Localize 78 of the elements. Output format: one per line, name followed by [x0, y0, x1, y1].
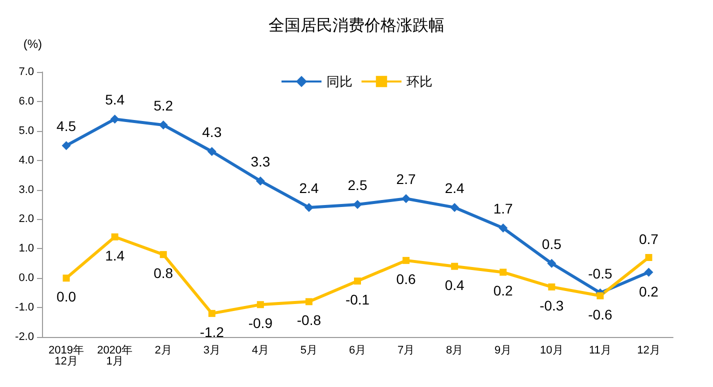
point [402, 256, 410, 264]
y-tick-label: 4.0 [18, 154, 34, 166]
data-label: -0.8 [296, 312, 322, 328]
data-label: -0.6 [588, 306, 612, 322]
data-label: 0.8 [154, 265, 174, 282]
y-tick-label: 7.0 [18, 66, 34, 78]
legend-label: 同比 [326, 74, 352, 89]
data-label: 2.5 [348, 177, 368, 193]
x-tick-label: 2019年 12月 [48, 344, 84, 368]
y-tick-label: 6.0 [18, 95, 34, 108]
data-label: 2.7 [396, 171, 416, 188]
data-label: 4.5 [56, 118, 76, 134]
data-label: 3.3 [250, 153, 270, 170]
x-tick-label: 9月 [494, 344, 512, 356]
point [402, 194, 411, 204]
y-tick-label: 3.0 [18, 184, 34, 196]
data-label: 0.0 [56, 288, 76, 305]
data-label: 5.2 [154, 98, 174, 114]
point [450, 202, 460, 212]
y-tick-label: 0.0 [18, 272, 34, 284]
point [548, 283, 556, 290]
point [500, 268, 507, 276]
x-tick-label: 4月 [252, 344, 269, 356]
data-label: 0.4 [444, 276, 465, 293]
y-tick-label: 1.0 [18, 242, 34, 255]
x-tick-label: 11月 [588, 344, 612, 356]
point [256, 301, 264, 308]
point [304, 202, 314, 212]
data-label: 0.5 [542, 236, 562, 252]
point [305, 298, 312, 306]
data-label: 4.3 [202, 124, 222, 140]
x-tick-label: 8月 [446, 344, 464, 356]
point [62, 274, 70, 282]
chart-title: 全国居民消费价格涨跌幅 [268, 16, 444, 34]
data-label: -0.3 [540, 297, 564, 314]
data-label: 5.4 [105, 92, 125, 108]
data-label: 1.4 [105, 247, 125, 264]
point [451, 262, 458, 270]
point [207, 147, 216, 156]
point [353, 200, 362, 209]
y-axis-title: (%) [23, 37, 42, 51]
data-label: -0.1 [345, 292, 370, 308]
data-label: 0.6 [396, 270, 416, 287]
data-label: 2.4 [299, 180, 319, 196]
data-label: 2.4 [444, 180, 465, 196]
x-tick-label: 12月 [637, 344, 660, 356]
data-label: 0.2 [638, 284, 659, 300]
point [62, 141, 71, 150]
point [208, 310, 216, 317]
x-tick-label: 5月 [300, 344, 318, 356]
point [256, 176, 265, 186]
point [160, 251, 167, 258]
y-tick-label: -2.0 [15, 331, 34, 343]
data-label: -1.2 [200, 324, 224, 340]
point [354, 278, 361, 285]
data-label: -0.5 [588, 265, 612, 282]
x-tick-label: 2020年 1月 [97, 344, 133, 368]
point [498, 224, 508, 233]
point [111, 233, 118, 240]
point [110, 114, 120, 124]
x-tick-label: 10月 [540, 344, 564, 356]
data-label: -0.9 [248, 315, 273, 332]
data-label: 1.7 [493, 200, 514, 217]
point [645, 254, 652, 261]
point [644, 268, 654, 277]
point [596, 292, 604, 300]
x-tick-label: 3月 [203, 344, 220, 356]
data-label: 0.2 [493, 282, 514, 299]
legend-label: 环比 [406, 74, 432, 89]
data-label: 0.7 [638, 231, 659, 247]
x-tick-label: 2月 [154, 344, 172, 356]
y-tick-label: 2.0 [18, 213, 34, 226]
point [547, 258, 556, 268]
x-tick-label: 7月 [397, 344, 415, 356]
point [158, 120, 168, 130]
y-tick-label: 5.0 [18, 124, 34, 137]
x-tick-label: 6月 [348, 344, 366, 356]
y-tick-label: -1.0 [15, 302, 34, 314]
